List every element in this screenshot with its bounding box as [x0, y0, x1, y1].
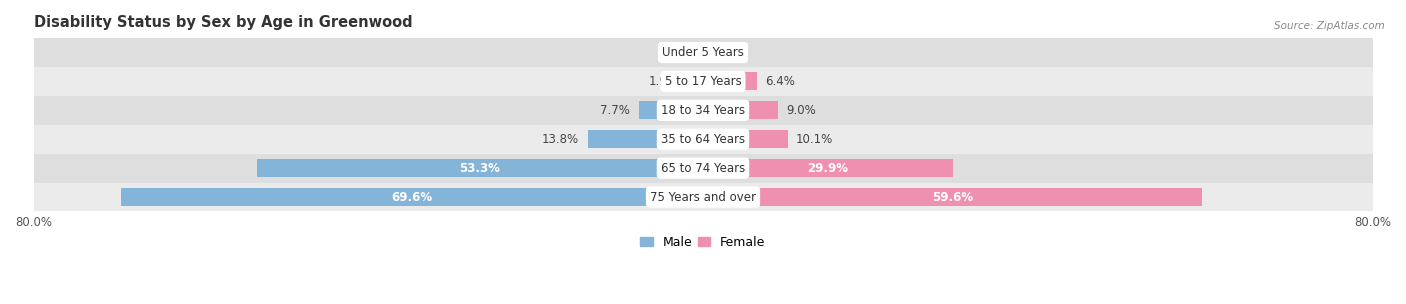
Text: 7.7%: 7.7% — [600, 104, 630, 117]
Bar — [703, 188, 1202, 206]
Bar — [34, 183, 1372, 212]
Bar — [688, 72, 703, 90]
Text: 29.9%: 29.9% — [807, 162, 849, 174]
Bar — [638, 102, 703, 119]
Legend: Male, Female: Male, Female — [636, 231, 770, 254]
Bar — [121, 188, 703, 206]
Bar — [34, 38, 1372, 67]
Bar — [34, 96, 1372, 125]
Bar — [588, 130, 703, 148]
Text: 10.1%: 10.1% — [796, 133, 834, 146]
Text: 0.0%: 0.0% — [711, 46, 741, 59]
Text: 53.3%: 53.3% — [460, 162, 501, 174]
Bar — [703, 130, 787, 148]
Text: 9.0%: 9.0% — [787, 104, 817, 117]
Text: 1.9%: 1.9% — [648, 75, 679, 88]
Text: 18 to 34 Years: 18 to 34 Years — [661, 104, 745, 117]
Text: 13.8%: 13.8% — [543, 133, 579, 146]
Text: 5 to 17 Years: 5 to 17 Years — [665, 75, 741, 88]
Text: 0.0%: 0.0% — [665, 46, 695, 59]
Text: 69.6%: 69.6% — [391, 191, 432, 203]
Bar — [34, 125, 1372, 154]
Bar — [34, 67, 1372, 96]
Bar — [34, 154, 1372, 183]
Text: Disability Status by Sex by Age in Greenwood: Disability Status by Sex by Age in Green… — [34, 15, 412, 30]
Bar — [257, 159, 703, 177]
Bar — [703, 102, 779, 119]
Text: Under 5 Years: Under 5 Years — [662, 46, 744, 59]
Text: 65 to 74 Years: 65 to 74 Years — [661, 162, 745, 174]
Text: 59.6%: 59.6% — [932, 191, 973, 203]
Text: 35 to 64 Years: 35 to 64 Years — [661, 133, 745, 146]
Bar — [703, 159, 953, 177]
Text: Source: ZipAtlas.com: Source: ZipAtlas.com — [1274, 21, 1385, 31]
Text: 75 Years and over: 75 Years and over — [650, 191, 756, 203]
Bar — [703, 72, 756, 90]
Text: 6.4%: 6.4% — [765, 75, 794, 88]
